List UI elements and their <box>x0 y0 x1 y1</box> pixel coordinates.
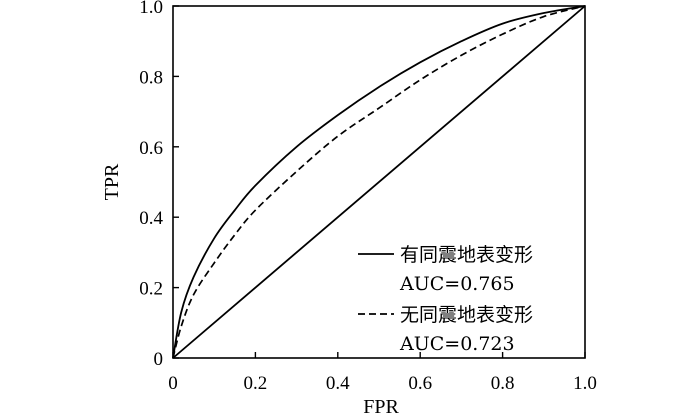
legend-label-1: 有同震地表变形 <box>400 244 533 266</box>
x-axis-title: FPR <box>363 396 399 415</box>
legend-label-2: 无同震地表变形 <box>400 304 533 326</box>
reference-diagonal-line <box>172 5 586 359</box>
y-tick-label: 0.2 <box>139 279 163 300</box>
x-tick-label: 0.8 <box>491 373 515 394</box>
legend-auc-1: AUC=0.765 <box>399 273 515 295</box>
plot-frame <box>172 5 586 359</box>
x-tick-label: 0 <box>168 373 178 394</box>
y-tick-label: 0.8 <box>139 67 163 88</box>
y-tick-label: 0.4 <box>139 208 163 229</box>
legend-auc-2: AUC=0.723 <box>399 333 515 355</box>
y-axis-title: TPR <box>101 163 123 200</box>
x-tick-label: 0.6 <box>408 373 432 394</box>
y-tick-label: 0 <box>154 349 164 370</box>
plot-area <box>172 5 586 359</box>
series-line-2 <box>172 5 586 359</box>
series-line-1 <box>172 5 586 359</box>
y-tick-label: 0.6 <box>139 138 163 159</box>
x-tick-label: 1.0 <box>573 373 597 394</box>
x-tick-label: 0.4 <box>326 373 350 394</box>
legend: 有同震地表变形 AUC=0.765 无同震地表变形 AUC=0.723 <box>358 244 533 355</box>
y-tick-label: 1.0 <box>139 0 163 18</box>
x-tick-label: 0.2 <box>244 373 268 394</box>
axes: 0 0.2 0.4 0.6 0.8 1.0 0 0.2 0.4 0.6 0.8 1.0 <box>139 0 597 394</box>
